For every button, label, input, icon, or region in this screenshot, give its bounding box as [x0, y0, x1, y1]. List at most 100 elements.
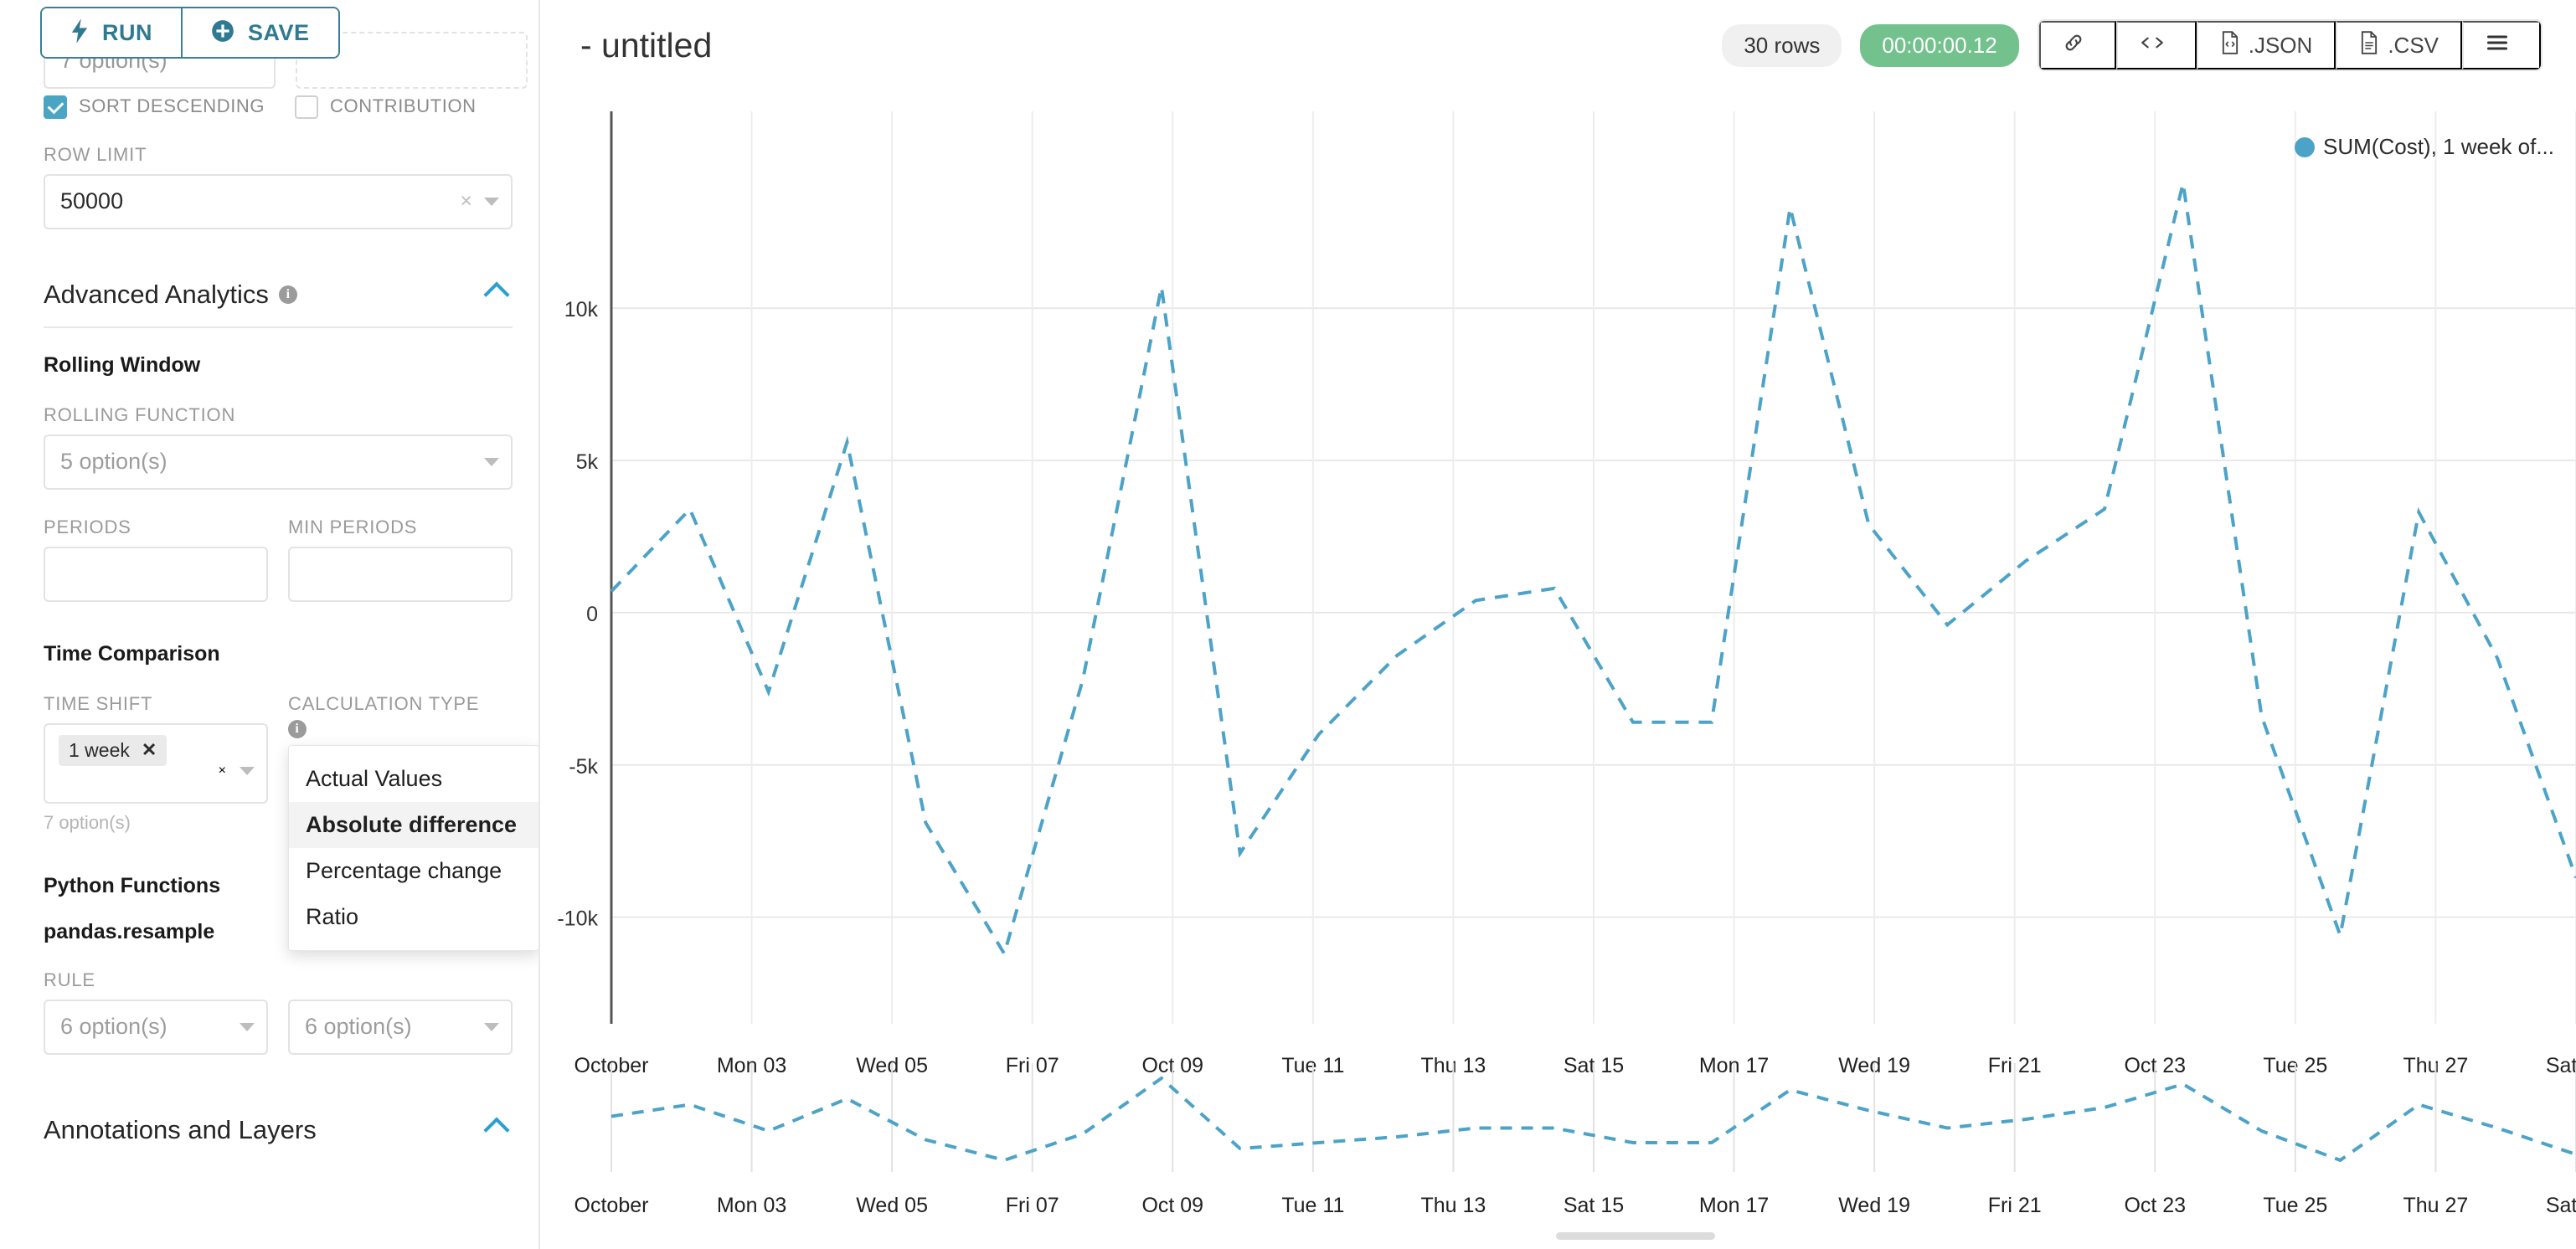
- method-select[interactable]: 6 option(s): [288, 999, 513, 1055]
- resample-row: RULE 6 option(s) 6 option(s): [44, 969, 513, 1055]
- chevron-up-icon[interactable]: [483, 281, 510, 308]
- chevron-up-icon[interactable]: [483, 1117, 510, 1144]
- time-shift-tag[interactable]: 1 week ✕: [59, 734, 167, 766]
- svg-text:0: 0: [586, 603, 598, 626]
- download-json-label: .JSON: [2248, 32, 2313, 58]
- rolling-window-group: Rolling Window ROLLING FUNCTION 5 option…: [44, 353, 513, 602]
- contribution-label: CONTRIBUTION: [330, 95, 477, 116]
- time-shift-tag-label: 1 week: [69, 738, 130, 761]
- run-button-label: RUN: [102, 19, 152, 45]
- rule-group: RULE 6 option(s): [44, 969, 268, 1055]
- svg-text:Fri 21: Fri 21: [1988, 1194, 2042, 1217]
- time-shift-options-count: 7 option(s): [44, 811, 131, 833]
- calculation-type-group: CALCULATION TYPE i Absolute... × Actual …: [288, 693, 538, 951]
- bolt-icon: [70, 18, 89, 48]
- min-periods-input[interactable]: [288, 546, 513, 602]
- chevron-down-icon[interactable]: [484, 457, 499, 466]
- advanced-analytics-header[interactable]: Advanced Analytics i: [44, 273, 513, 310]
- min-periods-label: MIN PERIODS: [288, 516, 418, 537]
- share-link-button[interactable]: [2038, 21, 2116, 69]
- svg-text:Thu 13: Thu 13: [1420, 1194, 1486, 1217]
- method-label: [288, 969, 513, 991]
- rolling-function-value: 5 option(s): [60, 449, 167, 475]
- row-limit-select[interactable]: 50000 ×: [44, 173, 513, 229]
- view-code-button[interactable]: [2115, 21, 2197, 69]
- section-divider: [44, 326, 513, 328]
- sort-descending-control[interactable]: SORT DESCENDING: [44, 94, 295, 119]
- svg-text:Sat 15: Sat 15: [1564, 1194, 1624, 1217]
- code-icon: [2140, 32, 2165, 59]
- csv-file-icon: [2359, 30, 2379, 60]
- clear-icon[interactable]: ×: [460, 189, 472, 213]
- menu-item-ratio[interactable]: Ratio: [306, 903, 359, 929]
- json-file-icon: [2220, 30, 2240, 60]
- periods-input[interactable]: [44, 546, 268, 602]
- occluded-dashed-field[interactable]: [296, 32, 528, 89]
- sidebar-content: SORT DESCENDING CONTRIBUTION ROW LIMIT 5…: [44, 94, 538, 1145]
- svg-text:10k: 10k: [564, 298, 599, 321]
- svg-text:October: October: [574, 1194, 649, 1217]
- rows-badge: 30 rows: [1722, 23, 1842, 67]
- chevron-down-icon[interactable]: [240, 1022, 255, 1031]
- remove-tag-icon[interactable]: ✕: [141, 739, 157, 761]
- run-button[interactable]: RUN: [42, 8, 181, 57]
- method-group: 6 option(s): [288, 969, 513, 1055]
- method-value: 6 option(s): [305, 1014, 412, 1040]
- export-button-group: .JSON .CSV: [2037, 19, 2543, 71]
- page-title: - untitled: [580, 25, 713, 64]
- svg-text:5k: 5k: [576, 450, 599, 474]
- download-csv-button[interactable]: .CSV: [2336, 21, 2462, 69]
- chart-header: - untitled 30 rows 00:00:00.12: [540, 0, 2576, 90]
- more-menu-button[interactable]: [2462, 21, 2541, 69]
- save-button[interactable]: SAVE: [181, 8, 338, 57]
- rolling-function-group: ROLLING FUNCTION 5 option(s): [44, 404, 513, 490]
- link-icon: [2063, 32, 2084, 59]
- advanced-analytics-title: Advanced Analytics: [44, 279, 269, 309]
- svg-text:Fri 07: Fri 07: [1006, 1194, 1059, 1217]
- annotations-title-wrap: Annotations and Layers: [44, 1108, 317, 1145]
- run-save-toolbar: RUN SAVE: [40, 7, 340, 59]
- annotations-section: Annotations and Layers: [44, 1108, 513, 1145]
- line-chart-svg[interactable]: 10k 5k 0 -5k -10k October Mon 03 Wed 05 Fri 07 Oc…: [540, 90, 2576, 1249]
- rule-label: RULE: [44, 969, 95, 990]
- svg-text:Thu 27: Thu 27: [2403, 1194, 2468, 1217]
- time-shift-select[interactable]: 1 week ✕ ×: [44, 722, 268, 804]
- info-icon[interactable]: i: [288, 719, 307, 738]
- menu-item-absolute-difference[interactable]: Absolute difference: [289, 801, 538, 848]
- sort-descending-checkbox[interactable]: [44, 95, 67, 119]
- clear-icon[interactable]: ×: [218, 763, 226, 778]
- pandas-resample-label: pandas.resample: [44, 919, 215, 943]
- row-limit-value: 50000: [60, 188, 124, 214]
- menu-item-percentage-change[interactable]: Percentage change: [306, 857, 502, 883]
- svg-text:Sat 29: Sat 29: [2546, 1194, 2576, 1217]
- annotations-title: Annotations and Layers: [44, 1114, 317, 1144]
- min-periods-group: MIN PERIODS: [288, 517, 513, 602]
- time-comparison-row: TIME SHIFT 1 week ✕ × 7 option(s): [44, 693, 538, 951]
- chevron-down-icon[interactable]: [484, 197, 499, 206]
- menu-item-actual-values[interactable]: Actual Values: [306, 765, 443, 791]
- time-comparison-title: Time Comparison: [44, 641, 220, 666]
- horizontal-scrollbar[interactable]: [1556, 1232, 1715, 1240]
- chart-container: SUM(Cost), 1 week of... 10k 5k 0 -5k -10k Oct…: [540, 90, 2576, 1249]
- rolling-function-select[interactable]: 5 option(s): [44, 434, 513, 490]
- annotations-header[interactable]: Annotations and Layers: [44, 1108, 513, 1145]
- rule-select[interactable]: 6 option(s): [44, 999, 268, 1055]
- legend-color-dot: [2295, 136, 2316, 157]
- contribution-control[interactable]: CONTRIBUTION: [295, 94, 513, 119]
- svg-text:Sat 29: Sat 29: [2546, 1054, 2576, 1077]
- download-json-button[interactable]: .JSON: [2196, 21, 2336, 69]
- svg-text:Wed 19: Wed 19: [1838, 1194, 1910, 1217]
- calculation-type-menu: Actual Values Absolute difference Percen…: [288, 744, 538, 951]
- chart-legend[interactable]: SUM(Cost), 1 week of...: [2295, 134, 2554, 160]
- contribution-checkbox[interactable]: [295, 95, 318, 119]
- info-icon[interactable]: i: [278, 285, 297, 304]
- chevron-down-icon[interactable]: [484, 1022, 499, 1031]
- checkbox-row: SORT DESCENDING CONTRIBUTION: [44, 94, 513, 119]
- periods-row: PERIODS MIN PERIODS: [44, 517, 513, 602]
- menu-icon: [2486, 33, 2509, 59]
- row-limit-label: ROW LIMIT: [44, 143, 147, 165]
- plus-circle-icon: [211, 19, 234, 47]
- svg-text:Tue 11: Tue 11: [1281, 1194, 1344, 1217]
- chevron-down-icon[interactable]: [240, 766, 255, 775]
